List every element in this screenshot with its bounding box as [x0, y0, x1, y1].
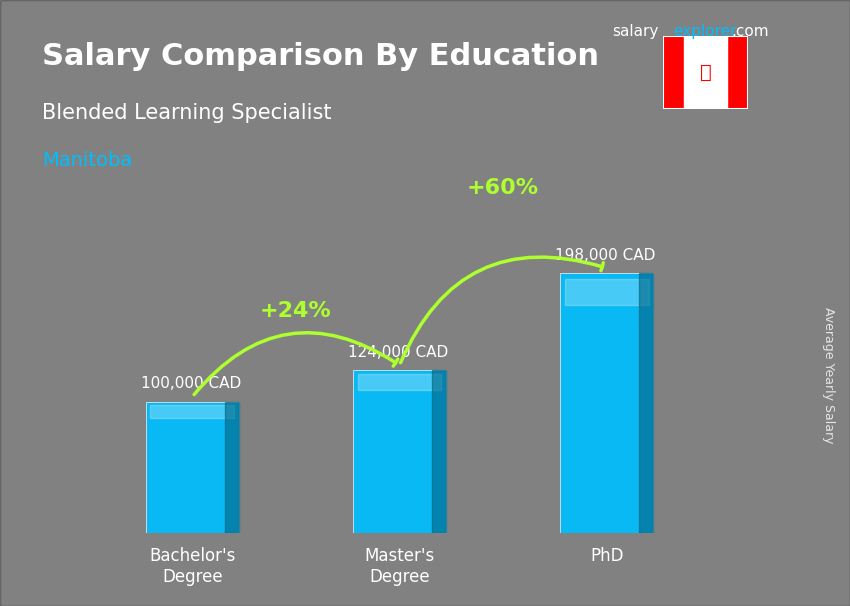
Text: +60%: +60% [467, 178, 539, 198]
Bar [225, 402, 239, 533]
Text: 🍁: 🍁 [700, 63, 711, 82]
Bar [145, 402, 239, 533]
Bar [353, 370, 446, 533]
Bar [432, 370, 446, 533]
Text: 198,000 CAD: 198,000 CAD [555, 248, 656, 263]
Text: 100,000 CAD: 100,000 CAD [141, 376, 241, 391]
Bar [150, 405, 235, 418]
Text: .com: .com [731, 24, 768, 39]
Bar [663, 36, 684, 109]
Text: explorer: explorer [673, 24, 737, 39]
Text: Average Yearly Salary: Average Yearly Salary [822, 307, 836, 444]
Text: Salary Comparison By Education: Salary Comparison By Education [42, 42, 599, 72]
Text: Blended Learning Specialist: Blended Learning Specialist [42, 103, 332, 123]
Text: salary: salary [612, 24, 659, 39]
Text: Manitoba: Manitoba [42, 152, 133, 170]
Bar [358, 374, 441, 390]
Bar [639, 273, 654, 533]
Bar [564, 279, 649, 304]
Text: +24%: +24% [260, 301, 332, 321]
Bar [727, 36, 748, 109]
Text: 124,000 CAD: 124,000 CAD [348, 345, 449, 360]
Bar [684, 36, 727, 109]
Bar [560, 273, 654, 533]
